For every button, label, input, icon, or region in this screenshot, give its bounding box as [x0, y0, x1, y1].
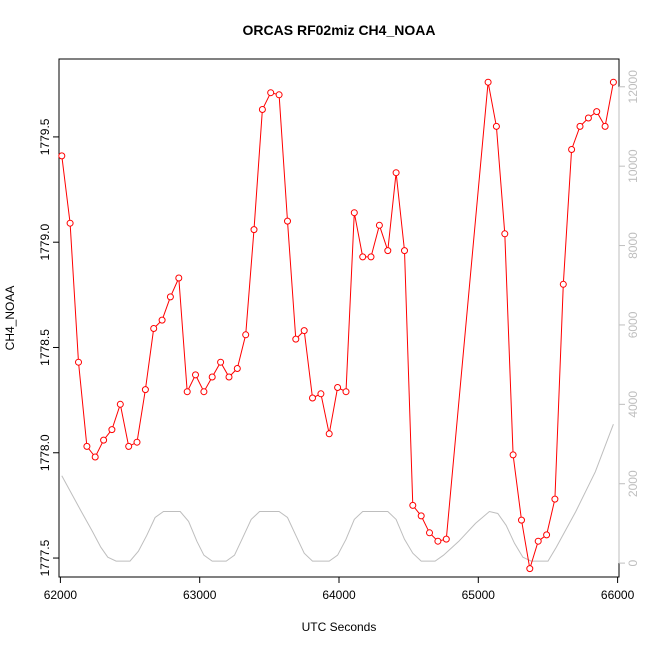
ch4-point	[518, 516, 525, 524]
ch4-point	[58, 152, 66, 160]
ch4-point	[91, 453, 99, 461]
ch4-point	[434, 537, 442, 545]
ch4-point	[150, 325, 158, 332]
ch4-point	[242, 331, 250, 339]
ch4-point	[192, 371, 199, 379]
ch4-point	[158, 316, 166, 324]
y2-tick-label: 8000	[626, 232, 640, 259]
y-tick-label: 1778.5	[38, 329, 52, 366]
ch4-point	[250, 226, 258, 234]
ch4-point	[258, 106, 266, 113]
ch4-point	[141, 386, 149, 394]
ch4-point	[584, 114, 592, 122]
ch4-point	[292, 335, 300, 343]
y-axis-label: CH4_NOAA	[3, 286, 17, 351]
y2-tick-label: 2000	[626, 470, 640, 497]
y2-tick-label: 4000	[626, 391, 640, 418]
ch4-point	[300, 327, 308, 335]
ch4-point	[576, 122, 584, 130]
ch4-point	[367, 253, 375, 261]
ch4-point	[275, 91, 283, 99]
ch4-point	[116, 400, 124, 408]
ch4-point	[200, 388, 208, 396]
ch4-point	[484, 78, 492, 86]
ch4-point	[183, 388, 191, 396]
y-axis-left: 1777.5 1778.0 1778.5 1779.0 1779.5	[38, 118, 60, 576]
x-axis-label: UTC Seconds	[302, 620, 377, 634]
ch4-point	[401, 247, 408, 255]
ch4-point	[233, 365, 241, 372]
ch4-point	[551, 495, 559, 503]
ch4-point	[442, 535, 450, 543]
ch4-point	[66, 219, 74, 227]
ch4-point	[284, 217, 291, 225]
ch4-point	[267, 89, 275, 97]
x-tick-label: 66000	[601, 588, 635, 602]
ch4-point	[208, 373, 216, 381]
ch4-point	[325, 430, 333, 438]
ch4-point	[350, 209, 358, 217]
ch4-point	[392, 169, 400, 177]
y-tick-label: 1779.5	[38, 118, 52, 155]
ch4-point	[359, 253, 367, 261]
ch4-point	[225, 373, 233, 381]
ch4-point	[133, 438, 141, 446]
ch4-point	[509, 451, 517, 459]
ch4-point	[317, 390, 325, 398]
ch4-point	[108, 426, 116, 434]
y-axis-right: 0 2000 4000 6000 8000 10000 12000	[618, 70, 640, 566]
y2-tick-label: 12000	[626, 70, 640, 104]
ch4-point	[534, 537, 542, 545]
ch4-point	[601, 122, 609, 130]
x-tick-label: 65000	[462, 588, 496, 602]
chart-title: ORCAS RF02miz CH4_NOAA	[243, 22, 436, 38]
ch4-point	[593, 108, 601, 116]
ch4-point	[100, 436, 108, 444]
x-tick-label: 63000	[183, 588, 217, 602]
y2-tick-label: 10000	[626, 149, 640, 183]
ch4-point	[217, 358, 225, 366]
ch4-point	[75, 358, 82, 366]
ch4-point	[175, 274, 183, 282]
x-axis: 62000 63000 64000 65000 66000	[44, 576, 635, 602]
ch4-point	[492, 122, 500, 130]
ch4-point	[526, 565, 534, 573]
y-tick-label: 1777.5	[38, 539, 52, 576]
ch4-point	[426, 529, 433, 537]
x-tick-label: 64000	[322, 588, 356, 602]
altitude-line	[61, 424, 614, 562]
ch4-point	[166, 293, 174, 301]
ch4-point	[125, 442, 133, 450]
ch4-point	[309, 394, 316, 402]
x-tick-label: 62000	[44, 588, 78, 602]
series-layer	[58, 78, 617, 573]
ch4-point	[83, 442, 91, 450]
ch4-point	[375, 221, 383, 229]
ch4-point	[501, 230, 509, 238]
y-tick-label: 1779.0	[38, 224, 52, 261]
ch4-point	[543, 531, 551, 539]
ch4-point	[559, 280, 567, 288]
ch4-point	[417, 512, 425, 520]
ch4-point	[409, 501, 417, 509]
y2-tick-label: 6000	[626, 311, 640, 338]
ch4-point	[568, 146, 576, 153]
ch4-point	[609, 78, 617, 86]
ch4-point	[342, 388, 350, 396]
y2-tick-label: 0	[626, 559, 640, 566]
ch4-point	[334, 384, 342, 391]
y-tick-label: 1778.0	[38, 434, 52, 471]
ch4-point	[384, 247, 392, 255]
